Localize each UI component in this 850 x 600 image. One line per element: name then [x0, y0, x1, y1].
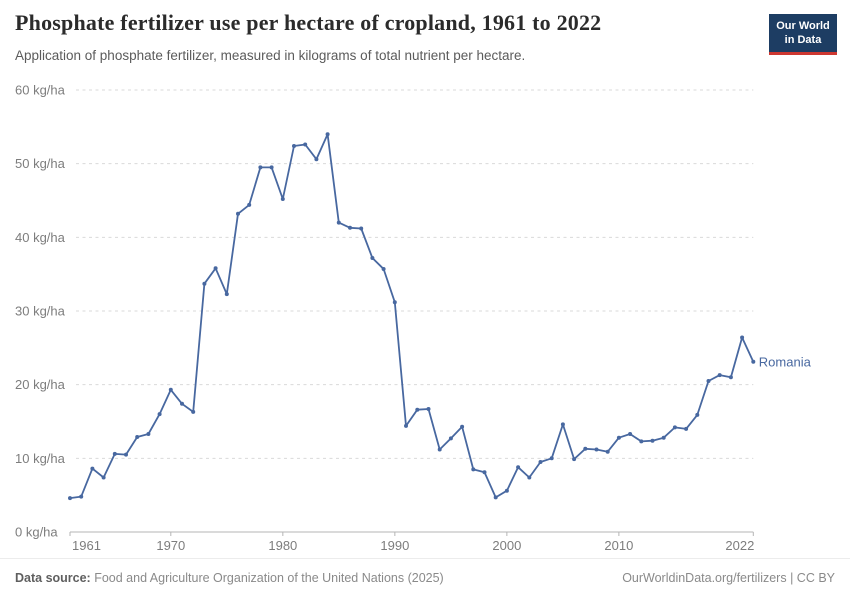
data-point-2016 — [684, 426, 689, 431]
data-point-2015 — [672, 425, 677, 430]
data-point-2006 — [572, 457, 577, 462]
data-point-1984 — [325, 132, 330, 137]
data-point-1968 — [146, 432, 151, 436]
owid-logo-stripe — [769, 51, 837, 55]
data-point-2013 — [650, 438, 655, 443]
data-source-label: Data source: — [15, 571, 91, 585]
data-point-1991 — [404, 423, 408, 428]
data-point-1992 — [415, 407, 420, 412]
data-point-1998 — [482, 470, 487, 475]
data-point-1990 — [392, 300, 397, 305]
data-point-1995 — [448, 436, 453, 441]
data-point-2018 — [706, 379, 711, 383]
data-point-1999 — [493, 495, 498, 500]
data-point-1975 — [224, 292, 229, 297]
data-point-2009 — [605, 449, 610, 454]
y-tick-label-40: 40 kg/ha — [15, 230, 66, 245]
data-point-2021 — [740, 335, 745, 340]
data-point-1970 — [168, 387, 173, 392]
data-point-2005 — [560, 422, 565, 427]
owid-url-link[interactable]: OurWorldinData.org/fertilizers — [622, 571, 787, 585]
data-point-1965 — [112, 451, 117, 456]
data-point-1985 — [336, 220, 341, 225]
entity-label: Romania — [759, 354, 812, 369]
data-source-text: Food and Agriculture Organization of the… — [90, 571, 444, 585]
data-point-1986 — [348, 225, 352, 230]
x-tick-label-2000: 2000 — [492, 538, 521, 553]
data-point-1974 — [213, 266, 218, 271]
data-point-2004 — [549, 456, 554, 461]
data-point-1980 — [280, 197, 285, 201]
license-label: CC BY — [796, 571, 835, 585]
data-point-1977 — [247, 202, 252, 207]
owid-logo-line1: Our World — [776, 20, 830, 32]
data-point-2019 — [717, 373, 722, 378]
romania-line[interactable] — [69, 133, 755, 500]
data-point-2007 — [583, 446, 588, 451]
data-point-1972 — [191, 409, 196, 414]
data-point-1963 — [90, 466, 95, 471]
line-chart: 0 kg/ha 10 kg/ha 20 kg/ha 30 kg/ha 40 kg/ha 5… — [15, 83, 812, 554]
data-point-2017 — [695, 412, 700, 417]
y-tick-label-30: 30 kg/ha — [15, 304, 66, 319]
data-point-1987 — [359, 226, 364, 231]
data-point-1996 — [460, 424, 465, 429]
data-point-1993 — [426, 407, 431, 411]
data-point-1969 — [157, 412, 162, 417]
data-point-1976 — [236, 211, 240, 216]
owid-logo-line2: in Data — [784, 34, 822, 47]
x-tick-label-1990: 1990 — [380, 538, 409, 553]
footer-separator: | — [786, 571, 797, 585]
data-point-1967 — [135, 435, 140, 439]
data-point-2010 — [616, 435, 621, 440]
data-point-1981 — [292, 144, 296, 148]
data-point-1961 — [68, 496, 72, 501]
chart-title: Phosphate fertilizer use per hectare of … — [15, 10, 602, 35]
data-point-2003 — [538, 460, 543, 464]
data-point-1997 — [471, 467, 476, 472]
data-point-2011 — [628, 432, 633, 436]
data-point-1971 — [180, 401, 184, 406]
data-point-1966 — [124, 452, 128, 457]
data-point-2012 — [639, 439, 644, 444]
x-tick-label-1980: 1980 — [268, 538, 297, 553]
data-point-2014 — [661, 435, 666, 440]
y-tick-label-60: 60 kg/ha — [15, 83, 66, 98]
data-point-2020 — [728, 375, 733, 380]
data-point-2002 — [527, 475, 532, 480]
x-tick-label-1970: 1970 — [156, 538, 185, 553]
data-point-1978 — [258, 165, 263, 170]
y-tick-label-50: 50 kg/ha — [15, 156, 66, 171]
data-point-1964 — [101, 475, 106, 480]
x-tick-label-1961: 1961 — [72, 538, 101, 553]
data-source-note: Data source: Food and Agriculture Organi… — [15, 571, 444, 600]
data-point-1988 — [370, 256, 375, 260]
data-point-2000 — [504, 488, 509, 493]
data-point-1962 — [79, 494, 84, 499]
data-point-1979 — [269, 165, 274, 170]
data-point-1982 — [303, 142, 308, 147]
x-tick-label-2022: 2022 — [725, 538, 754, 553]
owid-logo[interactable]: Our World in Data — [769, 14, 837, 55]
chart-subtitle: Application of phosphate fertilizer, mea… — [15, 48, 526, 63]
data-point-2008 — [594, 447, 599, 452]
y-tick-label-0: 0 kg/ha — [15, 525, 58, 540]
data-point-1983 — [314, 157, 319, 162]
y-tick-label-20: 20 kg/ha — [15, 377, 66, 392]
y-tick-label-10: 10 kg/ha — [15, 451, 66, 466]
data-point-2022 — [751, 359, 756, 364]
data-point-1989 — [381, 267, 386, 271]
data-point-1994 — [437, 447, 442, 452]
data-point-2001 — [516, 465, 521, 470]
data-point-1973 — [202, 281, 207, 286]
chart-footer: Data source: Food and Agriculture Organi… — [0, 558, 850, 600]
footer-credits: OurWorldinData.org/fertilizers | CC BY — [622, 571, 835, 600]
x-tick-label-2010: 2010 — [604, 538, 633, 553]
